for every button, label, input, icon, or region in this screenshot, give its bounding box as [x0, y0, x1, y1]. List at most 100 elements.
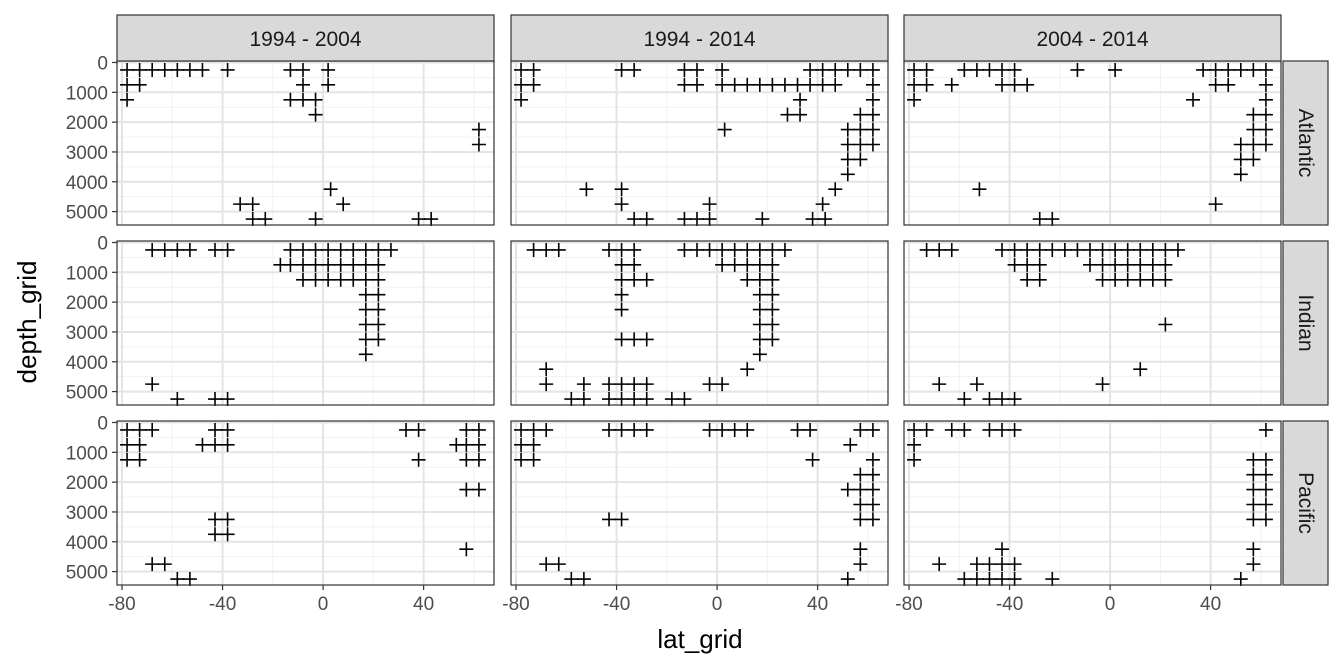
data-point — [170, 392, 185, 407]
data-point — [614, 332, 629, 347]
data-point — [1233, 137, 1248, 152]
data-point — [1233, 167, 1248, 182]
data-point — [1258, 452, 1273, 467]
data-point — [120, 437, 135, 452]
data-point — [208, 527, 223, 542]
data-point — [1108, 272, 1123, 287]
data-point — [1133, 257, 1148, 272]
panel-border — [903, 420, 1282, 586]
data-point — [1158, 317, 1173, 332]
data-point — [321, 242, 336, 257]
data-point — [715, 62, 730, 77]
data-point — [514, 77, 529, 92]
data-point — [195, 62, 210, 77]
data-point — [1095, 272, 1110, 287]
data-point — [727, 242, 742, 257]
data-point — [220, 527, 235, 542]
data-point — [715, 257, 730, 272]
facet-strip-row: Atlantic — [1282, 60, 1329, 226]
data-point — [995, 77, 1010, 92]
data-point — [1246, 62, 1261, 77]
data-point — [157, 62, 172, 77]
facet-row-label: Atlantic — [1294, 109, 1317, 178]
data-point — [828, 62, 843, 77]
data-point — [1108, 257, 1123, 272]
data-point — [208, 512, 223, 527]
x-tick-label: 0 — [318, 594, 329, 615]
data-point — [120, 77, 135, 92]
data-point — [664, 392, 679, 407]
data-point — [145, 377, 160, 392]
data-point — [295, 242, 310, 257]
data-point — [853, 482, 868, 497]
data-point — [1208, 197, 1223, 212]
panel-pacific-1 — [510, 420, 889, 587]
panels-layer — [116, 60, 1282, 587]
panel-background — [904, 421, 1281, 585]
panel-border — [510, 240, 889, 406]
data-point — [157, 242, 172, 257]
data-point — [295, 257, 310, 272]
data-point — [677, 392, 692, 407]
data-point — [539, 422, 554, 437]
data-point — [1095, 242, 1110, 257]
data-point — [995, 62, 1010, 77]
data-point — [576, 572, 591, 587]
data-point — [459, 542, 474, 557]
data-point — [614, 302, 629, 317]
data-point — [295, 62, 310, 77]
x-axis-title: lat_grid — [657, 624, 742, 654]
data-point — [717, 122, 732, 137]
data-point — [627, 392, 642, 407]
data-point — [258, 212, 273, 227]
data-point — [358, 317, 373, 332]
data-point — [1095, 257, 1110, 272]
data-point — [1258, 137, 1273, 152]
panel-border — [510, 420, 889, 586]
data-point — [295, 77, 310, 92]
data-point — [602, 422, 617, 437]
panel-background — [511, 241, 888, 405]
data-point — [1032, 212, 1047, 227]
data-point — [765, 77, 780, 92]
points — [919, 242, 1185, 407]
data-point — [793, 92, 808, 107]
data-point — [1057, 242, 1072, 257]
data-point — [308, 92, 323, 107]
data-point — [1045, 242, 1060, 257]
data-point — [689, 242, 704, 257]
data-point — [1045, 572, 1060, 587]
data-point — [932, 557, 947, 572]
data-point — [752, 287, 767, 302]
data-point — [1258, 122, 1273, 137]
data-point — [459, 422, 474, 437]
data-point — [907, 77, 922, 92]
y-tick-label: 0 — [97, 413, 108, 434]
data-point — [1258, 62, 1273, 77]
data-point — [1032, 257, 1047, 272]
data-point — [1246, 452, 1261, 467]
data-point — [371, 332, 386, 347]
strip-background — [903, 14, 1282, 62]
y-tick-label: 1000 — [66, 83, 108, 104]
y-tick-label: 5000 — [66, 563, 108, 584]
data-point — [689, 62, 704, 77]
data-point — [944, 422, 959, 437]
data-point — [1032, 242, 1047, 257]
panel-atlantic-1 — [510, 60, 889, 227]
data-point — [840, 572, 855, 587]
data-point — [1246, 542, 1261, 557]
data-point — [170, 62, 185, 77]
data-point — [1258, 422, 1273, 437]
data-point — [1258, 107, 1273, 122]
data-point — [639, 422, 654, 437]
data-point — [579, 182, 594, 197]
data-point — [627, 257, 642, 272]
data-point — [765, 332, 780, 347]
data-point — [1246, 497, 1261, 512]
data-point — [907, 422, 922, 437]
data-point — [526, 452, 541, 467]
data-point — [245, 197, 260, 212]
data-point — [1007, 257, 1022, 272]
data-point — [677, 242, 692, 257]
